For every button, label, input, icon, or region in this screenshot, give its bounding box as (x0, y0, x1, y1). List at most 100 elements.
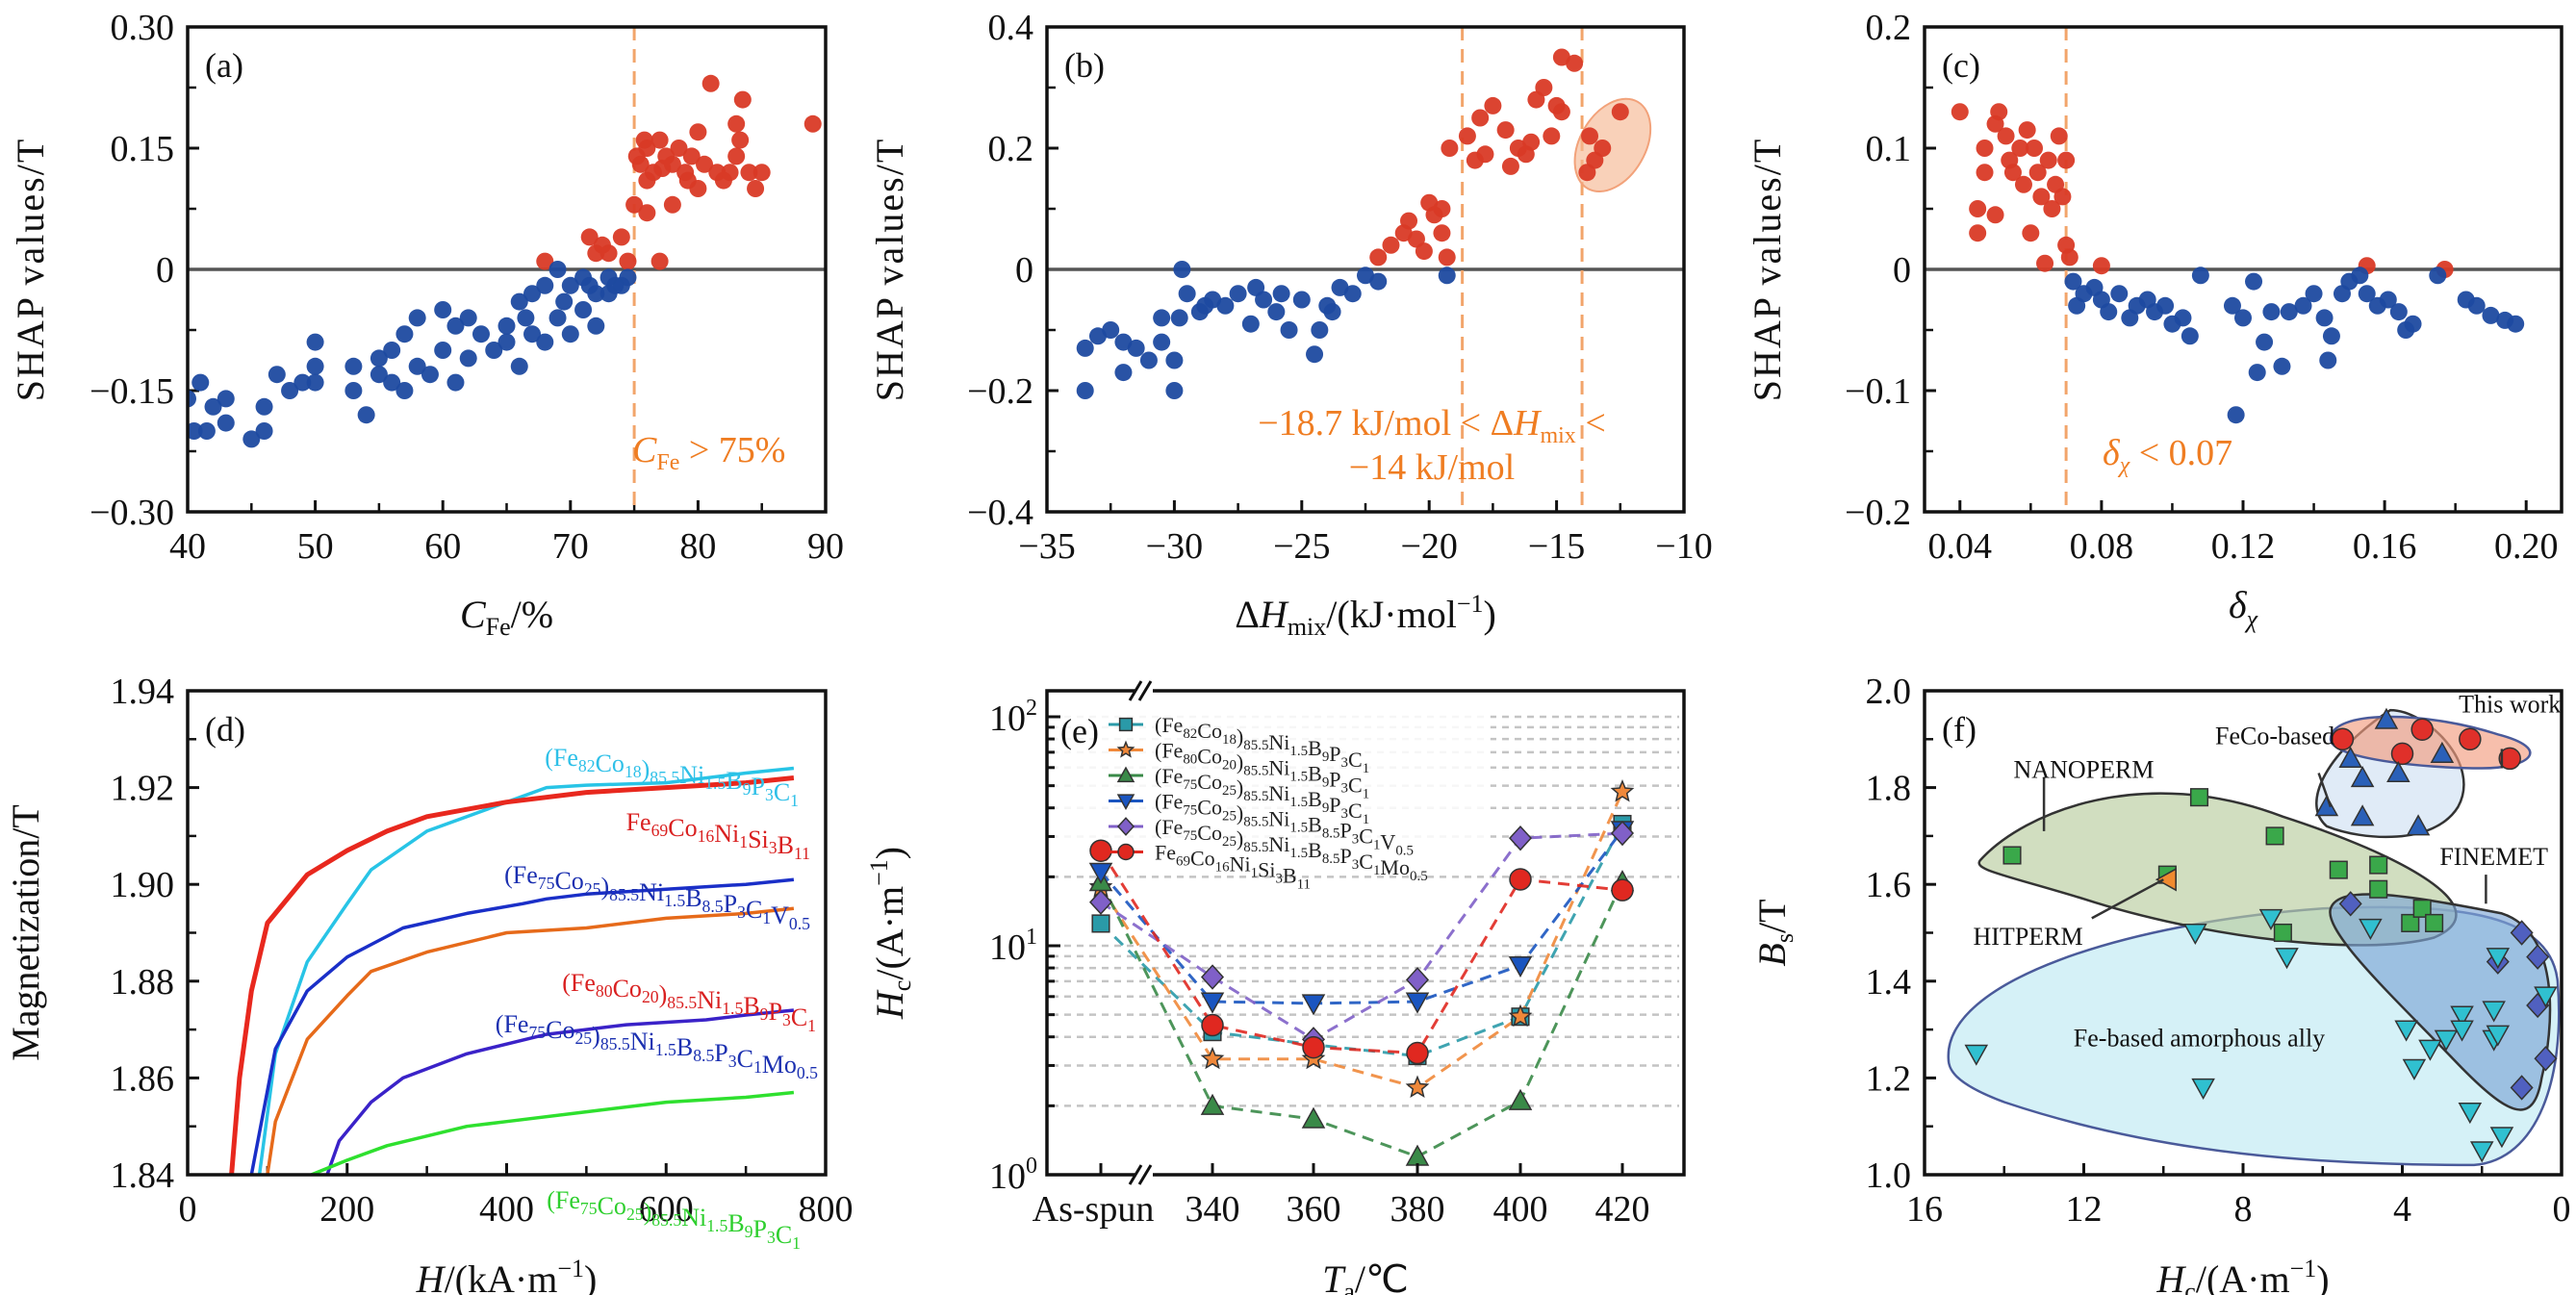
legend-marker (1116, 740, 1135, 758)
y-tick-label: 1.6 (1866, 865, 1912, 905)
legend-label: (Fe80Co20)85.5Ni1.5B9P3C1 (1155, 739, 1369, 802)
positive-point (599, 244, 618, 263)
x-tick-label: 800 (799, 1189, 854, 1230)
negative-point (523, 325, 542, 343)
positive-point (2053, 188, 2072, 206)
negative-point (217, 414, 235, 432)
positive-point (1438, 248, 1456, 267)
negative-point (2379, 291, 2397, 309)
region-label-this-work: This work (2459, 691, 2561, 719)
series-line (1099, 791, 1624, 1090)
negative-point (606, 276, 625, 294)
data-marker (2369, 879, 2388, 899)
data-marker (2374, 707, 2399, 729)
negative-point (497, 317, 516, 335)
negative-point (395, 382, 414, 399)
negative-point (2305, 285, 2323, 303)
y-axis-title: SHAP values/T (1746, 138, 1789, 402)
negative-point (408, 357, 426, 375)
positive-point (2039, 151, 2057, 169)
positive-point (731, 131, 750, 149)
negative-point (383, 342, 401, 359)
positive-point (1369, 248, 1388, 267)
data-marker (1508, 955, 1533, 978)
legend-marker (1117, 843, 1135, 861)
positive-point (580, 228, 599, 246)
positive-point (1476, 145, 1494, 164)
positive-point (2057, 151, 2076, 169)
positive-point (619, 252, 637, 270)
threshold-annotation-line1: −18.7 kJ/mol < ΔHmix < (1258, 403, 1606, 448)
y-axis-title: SHAP values/T (868, 138, 911, 402)
panel-c: 0.04 0.08 0.12 0.16 0.20 −0.2 −0.1 0 0.1 0.2 (c) SH… (1746, 8, 2563, 633)
negative-point (1241, 315, 1260, 333)
data-marker (2191, 1078, 2215, 1101)
positive-point (1969, 200, 1987, 217)
data-marker (2434, 1029, 2459, 1052)
data-marker (1509, 868, 1532, 891)
curve-label: (Fe75Co25)85.5Ni1.5B9P3C1 (547, 1186, 801, 1253)
plot-area (1925, 27, 2562, 512)
y-tick-label: −0.30 (89, 493, 174, 533)
positive-point (2092, 257, 2110, 275)
x-tick-label: 0.08 (2070, 526, 2134, 567)
y-tick-label: 0 (156, 250, 174, 291)
data-marker (2425, 913, 2444, 932)
x-axis-title: Ta/℃ (1322, 1257, 1409, 1295)
negative-point (1139, 351, 1158, 369)
magnetization-curve (257, 766, 795, 1175)
data-marker (2189, 788, 2209, 807)
plot-area (188, 27, 826, 512)
negative-point (1306, 345, 1324, 364)
data-marker (1200, 1046, 1225, 1070)
negative-point (204, 397, 222, 416)
positive-point (689, 123, 707, 141)
y-tick-label: 1.4 (1866, 962, 1912, 1003)
positive-point (682, 147, 701, 165)
y-tick-label: 1.2 (1866, 1058, 1912, 1099)
region-label-hitperm: HITPERM (1974, 923, 2083, 951)
negative-point (2245, 272, 2263, 291)
negative-point (2227, 406, 2245, 424)
positive-point (650, 252, 669, 270)
y-tick-label: 1.0 (1866, 1155, 1912, 1196)
negative-point (1292, 291, 1311, 309)
positive-point (1986, 206, 2004, 224)
data-marker (2350, 804, 2375, 826)
positive-point (1415, 242, 1433, 261)
negative-point (1272, 285, 1290, 303)
x-axis-title: δχ (2229, 583, 2258, 633)
negative-point (1280, 321, 1298, 339)
negative-point (1229, 285, 1247, 303)
data-marker (2486, 1025, 2511, 1047)
negative-point (1173, 261, 1191, 278)
x-tick-label: −15 (1528, 526, 1585, 567)
negative-point (510, 292, 528, 311)
positive-point (1976, 164, 1994, 182)
y-tick-label: 0.30 (111, 8, 175, 48)
y-tick-label: 0.2 (988, 129, 1034, 169)
magnetization-curve (229, 775, 795, 1175)
negative-point (2174, 309, 2192, 327)
magnetization-curve (266, 906, 795, 1175)
negative-point (421, 366, 439, 384)
y-tick-label: −0.2 (967, 371, 1033, 412)
data-marker (1405, 1075, 1430, 1098)
y-tick-label: 0.2 (1866, 8, 1912, 48)
x-tick-label: 420 (1595, 1189, 1650, 1230)
data-marker (1405, 1144, 1430, 1166)
data-marker (1089, 839, 1112, 862)
x-tick-label: 16 (1906, 1189, 1943, 1230)
panel-label: (b) (1064, 46, 1105, 85)
x-tick-label: 600 (639, 1189, 694, 1230)
positive-point (1566, 54, 1584, 72)
positive-point (1484, 96, 1502, 114)
x-tick-label: 4 (2393, 1189, 2411, 1230)
data-marker (2510, 920, 2534, 946)
x-axis-title: H/(kA·m−1) (416, 1255, 598, 1295)
negative-point (2100, 303, 2118, 321)
y-tick-label: −0.15 (89, 371, 174, 412)
negative-point (255, 422, 273, 440)
x-axis-title: ΔHmix/(kJ·mol−1) (1235, 590, 1496, 641)
negative-point (1216, 296, 1235, 315)
